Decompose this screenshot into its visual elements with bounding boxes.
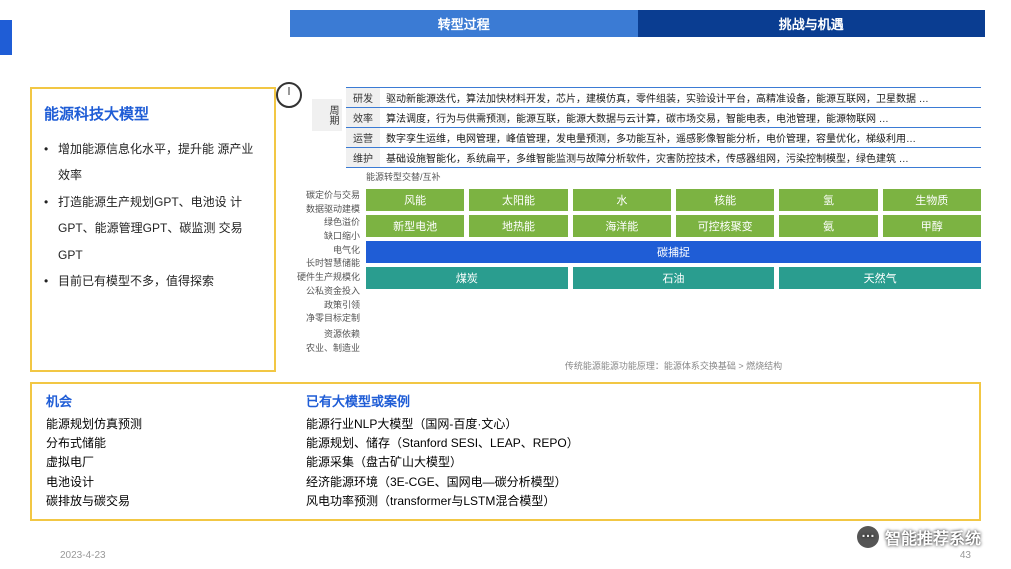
energy-cell: 可控核聚变	[676, 215, 774, 237]
mid-subtitle: 能源转型交替/互补	[366, 170, 981, 183]
diagram-footnote: 传统能源能源功能原理：能源体系交换基础 > 燃烧结构	[366, 359, 981, 372]
fossil-row: 煤炭石油天然气	[366, 267, 981, 289]
left-panel-title: 能源科技大模型	[44, 103, 262, 124]
mid-label-7: 公私资金投入	[286, 285, 360, 299]
wechat-icon	[857, 526, 879, 548]
carbon-capture-cell: 碳捕捉	[366, 241, 981, 263]
stage-label: 运营	[346, 128, 380, 147]
energy-grid-section: 碳定价与交易数据驱动建模绿色溢价缺口缩小电气化长时智慧储能硬件生产规模化公私资金…	[286, 189, 981, 326]
watermark: 智能推荐系统	[857, 525, 981, 549]
bottom-panel: 机会 能源规划仿真预测分布式储能虚拟电厂电池设计碳排放与碳交易 已有大模型或案例…	[30, 382, 981, 521]
stage-rows: 研发驱动新能源迭代，算法加快材料开发，芯片，建模仿真，零件组装，实验设计平台，高…	[346, 87, 981, 168]
mid-label-3: 缺口缩小	[286, 230, 360, 244]
fossil-cell: 煤炭	[366, 267, 568, 289]
case-item-1: 能源规划、储存（Stanford SESI、LEAP、REPO）	[306, 434, 579, 453]
left-panel-list: 增加能源信息化水平，提升能 源产业效率 打造能源生产规划GPT、电池设 计GPT…	[44, 136, 262, 294]
stage-row-1: 效率算法调度，行为与供需预测，能源互联，能源大数据与云计算，碳市场交易，智能电表…	[346, 107, 981, 127]
case-item-0: 能源行业NLP大模型（国网-百度·文心）	[306, 415, 579, 434]
right-block: 周期 研发驱动新能源迭代，算法加快材料开发，芯片，建模仿真，零件组装，实验设计平…	[286, 87, 981, 372]
bullet-1: 打造能源生产规划GPT、电池设 计GPT、能源管理GPT、碳监测 交易GPT	[44, 189, 262, 268]
case-item-4: 风电功率预测（transformer与LSTM混合模型）	[306, 492, 579, 511]
energy-cell: 生物质	[883, 189, 981, 211]
energy-cell: 甲醇	[883, 215, 981, 237]
mid-label-0: 碳定价与交易	[286, 189, 360, 203]
stage-text: 算法调度，行为与供需预测，能源互联，能源大数据与云计算，碳市场交易，智能电表，电…	[380, 108, 981, 127]
mid-label-5: 长时智慧储能	[286, 257, 360, 271]
stage-label: 研发	[346, 88, 380, 107]
mid-label-1: 数据驱动建模	[286, 203, 360, 217]
energy-row-0: 风能太阳能水核能氢生物质	[366, 189, 981, 211]
stage-text: 驱动新能源迭代，算法加快材料开发，芯片，建模仿真，零件组装，实验设计平台，高精准…	[380, 88, 981, 107]
stage-text: 数字孪生运维，电网管理，峰值管理，发电量预测，多功能互补，遥感影像智能分析，电价…	[380, 128, 981, 147]
mid-label-2: 绿色溢价	[286, 216, 360, 230]
mid-label-8: 政策引领	[286, 299, 360, 313]
energy-cell: 水	[573, 189, 671, 211]
footer-page: 43	[960, 550, 971, 561]
vertical-cycle-label: 周期	[312, 99, 342, 131]
stage-label: 效率	[346, 108, 380, 127]
energy-row-1: 新型电池地热能海洋能可控核聚变氨甲醇	[366, 215, 981, 237]
energy-cell: 风能	[366, 189, 464, 211]
stage-text: 基础设施智能化，系统扁平，多维智能监测与故障分析软件，灾害防控技术，传感器组网，…	[380, 148, 981, 167]
watermark-text: 智能推荐系统	[885, 525, 981, 549]
case-item-3: 经济能源环境（3E-CGE、国网电—碳分析模型）	[306, 473, 579, 492]
bullet-0: 增加能源信息化水平，提升能 源产业效率	[44, 136, 262, 189]
left-panel: 能源科技大模型 增加能源信息化水平，提升能 源产业效率 打造能源生产规划GPT、…	[30, 87, 276, 372]
opp-item-2: 虚拟电厂	[46, 453, 306, 472]
opportunity-col: 机会 能源规划仿真预测分布式储能虚拟电厂电池设计碳排放与碳交易	[46, 392, 306, 511]
cases-title: 已有大模型或案例	[306, 392, 579, 413]
stage-row-2: 运营数字孪生运维，电网管理，峰值管理，发电量预测，多功能互补，遥感影像智能分析，…	[346, 127, 981, 147]
energy-cell: 海洋能	[573, 215, 671, 237]
agri-label: 农业、制造业	[286, 342, 360, 356]
energy-cell: 氢	[779, 189, 877, 211]
fossil-cell: 石油	[573, 267, 775, 289]
clock-icon	[276, 82, 302, 108]
energy-cell: 地热能	[469, 215, 567, 237]
cases-col: 已有大模型或案例 能源行业NLP大模型（国网-百度·文心）能源规划、储存（Sta…	[306, 392, 579, 511]
fossil-cell: 天然气	[779, 267, 981, 289]
opp-item-1: 分布式储能	[46, 434, 306, 453]
mid-labels: 碳定价与交易数据驱动建模绿色溢价缺口缩小电气化长时智慧储能硬件生产规模化公私资金…	[286, 189, 366, 326]
stage-label: 维护	[346, 148, 380, 167]
energy-grid: 风能太阳能水核能氢生物质 新型电池地热能海洋能可控核聚变氨甲醇 碳捕捉 煤炭石油…	[366, 189, 981, 326]
opportunity-title: 机会	[46, 392, 306, 413]
opp-item-4: 碳排放与碳交易	[46, 492, 306, 511]
energy-cell: 新型电池	[366, 215, 464, 237]
header-col-1: 转型过程	[290, 10, 638, 37]
header-col-2: 挑战与机遇	[638, 10, 986, 37]
energy-cell: 核能	[676, 189, 774, 211]
stage-row-3: 维护基础设施智能化，系统扁平，多维智能监测与故障分析软件，灾害防控技术，传感器组…	[346, 147, 981, 168]
header-bar: 转型过程 挑战与机遇	[290, 10, 985, 37]
resource-labels: 资源依赖 农业、制造业	[286, 328, 366, 355]
resource-dep-label: 资源依赖	[286, 328, 360, 342]
capture-row: 碳捕捉	[366, 241, 981, 263]
mid-label-4: 电气化	[286, 244, 360, 258]
stage-row-0: 研发驱动新能源迭代，算法加快材料开发，芯片，建模仿真，零件组装，实验设计平台，高…	[346, 87, 981, 107]
energy-cell: 太阳能	[469, 189, 567, 211]
footer-date: 2023-4-23	[60, 550, 106, 561]
case-item-2: 能源采集（盘古矿山大模型）	[306, 453, 579, 472]
opp-item-0: 能源规划仿真预测	[46, 415, 306, 434]
mid-label-6: 硬件生产规模化	[286, 271, 360, 285]
energy-cell: 氨	[779, 215, 877, 237]
slide-footer: 2023-4-23 43	[60, 550, 971, 561]
opp-item-3: 电池设计	[46, 473, 306, 492]
mid-label-9: 净零目标定制	[286, 312, 360, 326]
accent-bar	[0, 20, 12, 55]
bullet-2: 目前已有模型不多，值得探索	[44, 268, 262, 294]
